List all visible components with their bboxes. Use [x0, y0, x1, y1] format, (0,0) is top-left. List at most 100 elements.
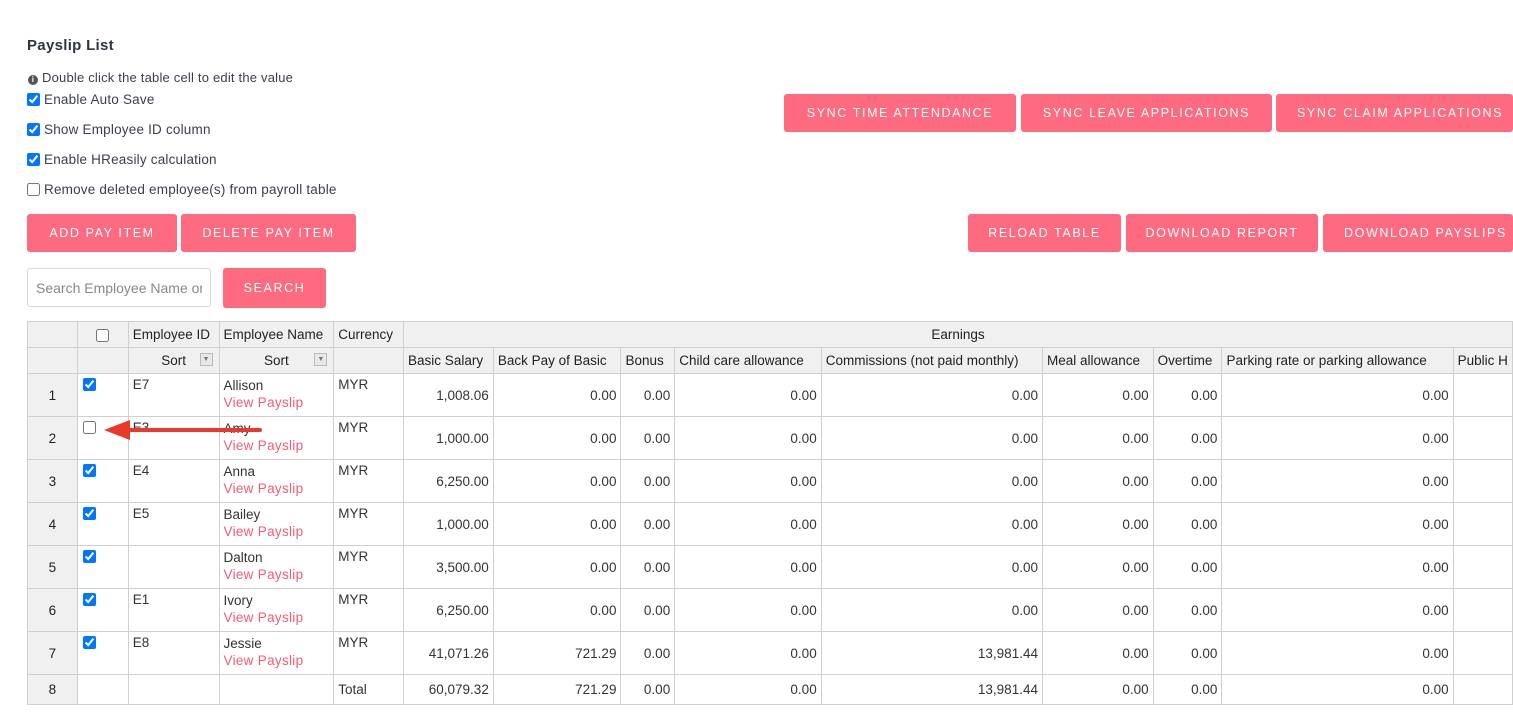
earning-cell[interactable]: 0.00	[1041, 545, 1154, 589]
earning-cell[interactable]: 0.00	[620, 459, 676, 503]
row-checkbox[interactable]	[82, 593, 96, 606]
column-header[interactable]: Overtime	[1152, 347, 1223, 374]
earning-cell[interactable]: 0.00	[820, 416, 1043, 460]
search-input[interactable]	[27, 268, 211, 307]
row-checkbox[interactable]	[82, 507, 96, 520]
earning-cell[interactable]: 0.00	[674, 459, 822, 503]
currency-cell[interactable]: MYR	[333, 373, 405, 417]
add-pay-item-button[interactable]: ADD PAY ITEM	[27, 214, 177, 252]
view-payslip-link[interactable]: View Payslip	[223, 438, 304, 453]
earning-cell[interactable]: 13,981.44	[820, 631, 1043, 675]
column-header[interactable]: Basic Salary	[403, 347, 494, 374]
earning-cell[interactable]: 0.00	[820, 545, 1043, 589]
dropdown-arrow-icon[interactable]: ▼	[199, 353, 213, 366]
column-header[interactable]: Commissions (not paid monthly)	[820, 347, 1043, 374]
earning-cell[interactable]: 0.00	[1041, 459, 1154, 503]
row-checkbox[interactable]	[82, 464, 96, 477]
column-header[interactable]: Meal allowance	[1041, 347, 1154, 374]
employee-id-cell[interactable]: E5	[127, 502, 220, 546]
remove-deleted-checkbox[interactable]	[27, 183, 40, 196]
earning-cell[interactable]: 41,071.26	[403, 631, 494, 675]
earning-cell[interactable]: 0.00	[492, 545, 622, 589]
column-header[interactable]: Public H	[1452, 347, 1513, 374]
earning-cell[interactable]: 0.00	[620, 631, 676, 675]
earning-cell[interactable]: 0.00	[820, 588, 1043, 632]
earning-cell[interactable]: 0.00	[1152, 416, 1223, 460]
option-show-employee-id[interactable]: Show Employee ID column	[27, 122, 211, 137]
view-payslip-link[interactable]: View Payslip	[223, 524, 304, 539]
earning-cell-cut[interactable]	[1452, 502, 1513, 546]
view-payslip-link[interactable]: View Payslip	[223, 567, 304, 582]
earning-cell[interactable]: 0.00	[492, 502, 622, 546]
column-header[interactable]: Back Pay of Basic	[492, 347, 622, 374]
earning-cell[interactable]: 0.00	[492, 588, 622, 632]
earning-cell[interactable]: 1,008.06	[403, 373, 494, 417]
view-payslip-link[interactable]: View Payslip	[223, 395, 304, 410]
earning-cell-cut[interactable]	[1452, 631, 1513, 675]
earning-cell[interactable]: 0.00	[674, 502, 822, 546]
sync-claim-applications-button[interactable]: SYNC CLAIM APPLICATIONS	[1276, 94, 1513, 132]
show-employee-id-checkbox[interactable]	[27, 123, 40, 136]
search-button[interactable]: SEARCH	[223, 268, 326, 308]
earning-cell[interactable]: 0.00	[620, 502, 676, 546]
earning-cell[interactable]: 0.00	[1152, 459, 1223, 503]
view-payslip-link[interactable]: View Payslip	[223, 610, 304, 625]
employee-name-cell[interactable]: Bailey View Payslip	[218, 502, 335, 546]
header-employee-id[interactable]: Employee ID	[127, 321, 220, 348]
earning-cell[interactable]: 0.00	[620, 545, 676, 589]
sort-employee-id[interactable]: Sort ▼	[127, 347, 220, 374]
employee-id-cell[interactable]: E4	[127, 459, 220, 503]
employee-name-cell[interactable]: Allison View Payslip	[218, 373, 335, 417]
sort-employee-name[interactable]: Sort ▼	[218, 347, 335, 374]
earning-cell[interactable]: 0.00	[820, 502, 1043, 546]
view-payslip-link[interactable]: View Payslip	[223, 653, 304, 668]
download-report-button[interactable]: DOWNLOAD REPORT	[1126, 214, 1318, 252]
earning-cell[interactable]: 0.00	[1221, 373, 1454, 417]
employee-name-cell[interactable]: Jessie View Payslip	[218, 631, 335, 675]
earning-cell-cut[interactable]	[1452, 373, 1513, 417]
header-employee-name[interactable]: Employee Name	[218, 321, 335, 348]
sync-time-attendance-button[interactable]: SYNC TIME ATTENDANCE	[784, 94, 1016, 132]
earning-cell[interactable]: 0.00	[674, 588, 822, 632]
earning-cell[interactable]: 0.00	[1221, 588, 1454, 632]
earning-cell[interactable]: 1,000.00	[403, 416, 494, 460]
earning-cell[interactable]: 0.00	[1221, 502, 1454, 546]
download-payslips-button[interactable]: DOWNLOAD PAYSLIPS	[1323, 214, 1513, 252]
delete-pay-item-button[interactable]: DELETE PAY ITEM	[181, 214, 356, 252]
earning-cell-cut[interactable]	[1452, 545, 1513, 589]
select-all-checkbox[interactable]	[96, 328, 110, 342]
earning-cell[interactable]: 0.00	[820, 459, 1043, 503]
row-checkbox[interactable]	[82, 378, 96, 391]
column-header[interactable]: Child care allowance	[674, 347, 822, 374]
row-checkbox[interactable]	[82, 550, 96, 563]
option-auto-save[interactable]: Enable Auto Save	[27, 92, 155, 107]
employee-id-cell[interactable]: E7	[127, 373, 220, 417]
earning-cell[interactable]: 0.00	[674, 631, 822, 675]
earning-cell[interactable]: 721.29	[492, 631, 622, 675]
earning-cell[interactable]: 0.00	[1041, 588, 1154, 632]
earning-cell[interactable]: 0.00	[492, 373, 622, 417]
earning-cell-cut[interactable]	[1452, 588, 1513, 632]
earning-cell[interactable]: 1,000.00	[403, 502, 494, 546]
earning-cell[interactable]: 3,500.00	[403, 545, 494, 589]
employee-id-cell[interactable]: E1	[127, 588, 220, 632]
option-remove-deleted[interactable]: Remove deleted employee(s) from payroll …	[27, 182, 337, 197]
earning-cell[interactable]: 0.00	[492, 416, 622, 460]
earning-cell[interactable]: 0.00	[492, 459, 622, 503]
earning-cell[interactable]: 6,250.00	[403, 459, 494, 503]
employee-name-cell[interactable]: Ivory View Payslip	[218, 588, 335, 632]
reload-table-button[interactable]: RELOAD TABLE	[968, 214, 1121, 252]
dropdown-arrow-icon[interactable]: ▼	[314, 353, 328, 366]
earning-cell[interactable]: 0.00	[1221, 545, 1454, 589]
currency-cell[interactable]: MYR	[333, 502, 405, 546]
hreasily-calculation-checkbox[interactable]	[27, 153, 40, 166]
earning-cell[interactable]: 0.00	[674, 545, 822, 589]
employee-name-cell[interactable]: Dalton View Payslip	[218, 545, 335, 589]
earning-cell[interactable]: 6,250.00	[403, 588, 494, 632]
option-hreasily-calculation[interactable]: Enable HReasily calculation	[27, 152, 217, 167]
earning-cell[interactable]: 0.00	[1221, 459, 1454, 503]
earning-cell[interactable]: 0.00	[1041, 502, 1154, 546]
earning-cell[interactable]: 0.00	[1152, 631, 1223, 675]
earning-cell-cut[interactable]	[1452, 416, 1513, 460]
currency-cell[interactable]: MYR	[333, 416, 405, 460]
